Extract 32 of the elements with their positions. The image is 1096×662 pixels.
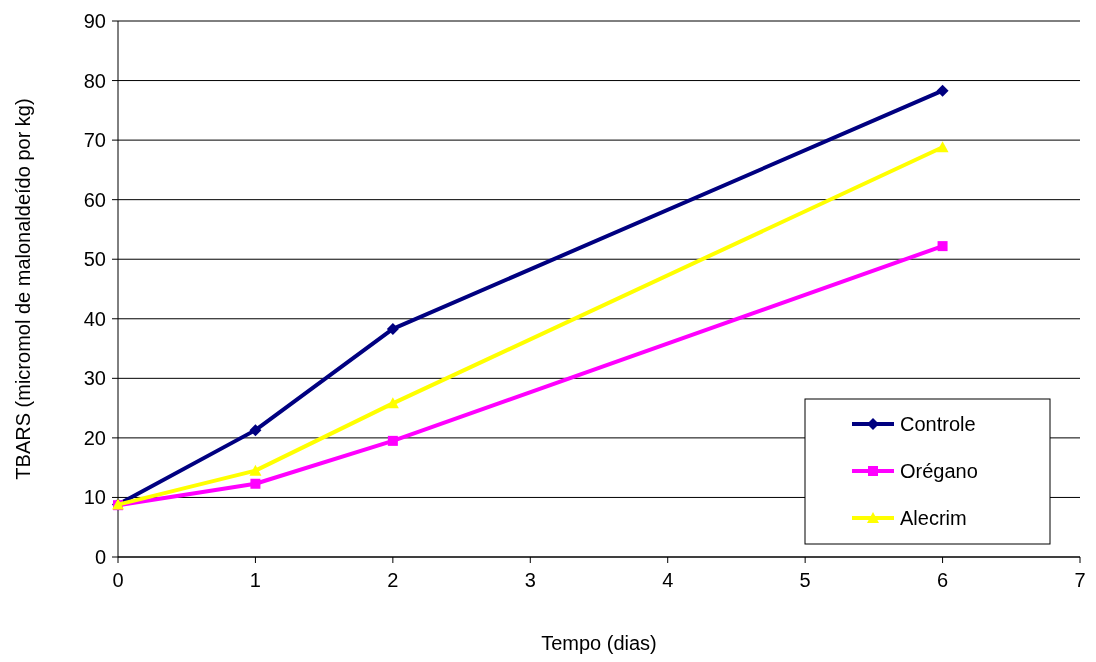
legend-label: Orégano <box>900 460 978 482</box>
y-axis-title: TBARS (micromol de malonaldeído por kg) <box>12 98 34 480</box>
x-tick-label: 4 <box>662 569 674 591</box>
y-tick-label: 40 <box>83 307 106 330</box>
point <box>249 464 262 476</box>
y-tick-label: 30 <box>83 367 106 390</box>
point <box>386 322 399 335</box>
x-tick-label: 1 <box>249 569 261 591</box>
point <box>387 435 398 446</box>
point <box>936 84 949 97</box>
x-axis-title: Tempo (dias) <box>541 632 657 654</box>
point <box>936 141 949 153</box>
x-tick-label: 5 <box>799 569 811 591</box>
x-tick-label: 2 <box>387 569 399 591</box>
legend-label: Alecrim <box>900 507 967 529</box>
y-tick-label: 60 <box>83 188 106 211</box>
point <box>937 241 948 252</box>
x-tick-label: 6 <box>937 569 949 591</box>
point <box>249 424 262 437</box>
legend-label: Controle <box>900 413 976 435</box>
x-tick-label: 3 <box>524 569 536 591</box>
y-tick-label: 0 <box>94 546 106 568</box>
y-tick-label: 80 <box>83 69 106 92</box>
y-tick-label: 70 <box>83 129 106 152</box>
y-tick-label: 10 <box>83 486 106 509</box>
x-tick-label: 0 <box>112 569 124 591</box>
y-tick-label: 90 <box>83 10 106 32</box>
point <box>250 478 261 489</box>
point <box>386 397 399 409</box>
y-tick-label: 50 <box>83 248 106 271</box>
y-tick-label: 20 <box>83 426 106 449</box>
x-tick-label: 7 <box>1074 569 1086 591</box>
